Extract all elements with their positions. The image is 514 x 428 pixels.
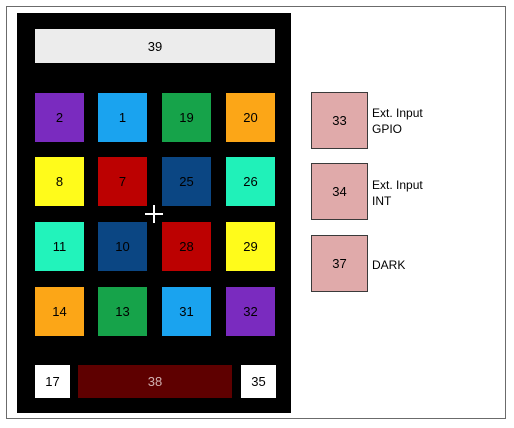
- ext-input-int-button[interactable]: 34: [311, 163, 368, 220]
- pad-13[interactable]: 13: [98, 287, 147, 336]
- label-line: INT: [372, 194, 392, 208]
- pad-14[interactable]: 14: [35, 287, 84, 336]
- pad-28[interactable]: 28: [162, 222, 211, 271]
- pad-32[interactable]: 32: [226, 287, 275, 336]
- pad-31[interactable]: 31: [162, 287, 211, 336]
- label-line: Ext. Input: [372, 106, 423, 120]
- pad-19[interactable]: 19: [162, 93, 211, 142]
- pad-8[interactable]: 8: [35, 157, 84, 206]
- dark-button[interactable]: 37: [311, 235, 368, 292]
- label-line: Ext. Input: [372, 178, 423, 192]
- control-38-bar[interactable]: 38: [78, 365, 232, 398]
- pad-26[interactable]: 26: [226, 157, 275, 206]
- ext-input-gpio-label: Ext. Input GPIO: [372, 105, 423, 137]
- crosshair-cursor-icon: [145, 205, 163, 223]
- label-line: DARK: [372, 258, 406, 272]
- label-line: GPIO: [372, 122, 403, 136]
- pad-25[interactable]: 25: [162, 157, 211, 206]
- button-17[interactable]: 17: [35, 365, 70, 398]
- pad-20[interactable]: 20: [226, 93, 275, 142]
- pad-1[interactable]: 1: [98, 93, 147, 142]
- ext-input-int-label: Ext. Input INT: [372, 177, 423, 209]
- control-39-bar[interactable]: 39: [35, 29, 275, 63]
- pad-7[interactable]: 7: [98, 157, 147, 206]
- pad-10[interactable]: 10: [98, 222, 147, 271]
- dark-label: DARK: [372, 257, 405, 273]
- pad-11[interactable]: 11: [35, 222, 84, 271]
- ext-input-gpio-button[interactable]: 33: [311, 92, 368, 149]
- pad-29[interactable]: 29: [226, 222, 275, 271]
- button-35[interactable]: 35: [241, 365, 276, 398]
- pad-2[interactable]: 2: [35, 93, 84, 142]
